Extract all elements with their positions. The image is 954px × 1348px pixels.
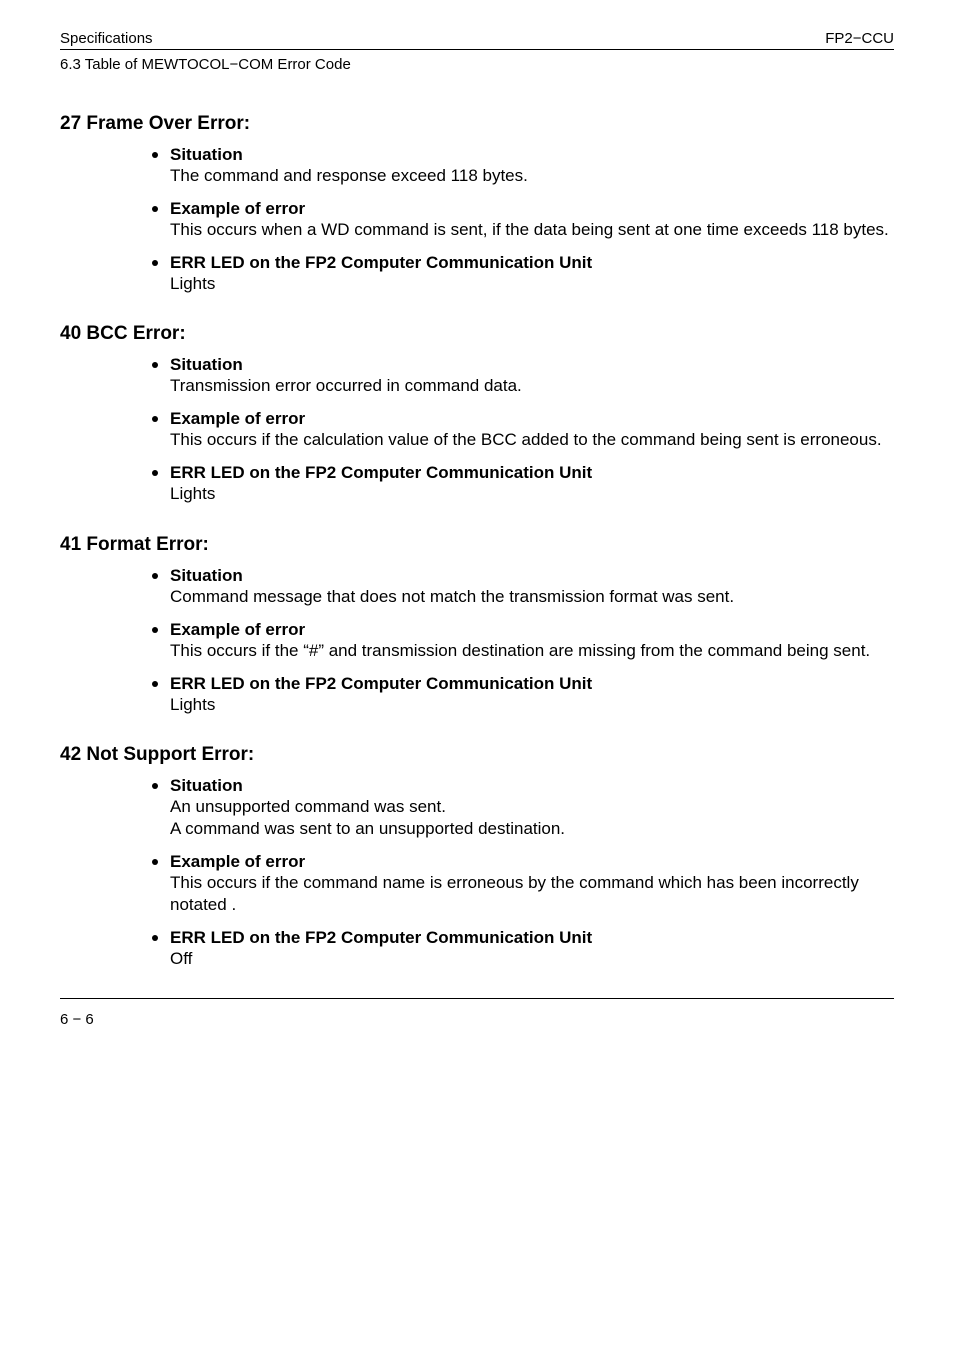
bullet-section: ERR LED on the FP2 Computer Communicatio…: [60, 253, 894, 295]
bullet-section: ERR LED on the FP2 Computer Communicatio…: [60, 928, 894, 970]
bullet-icon: [152, 362, 158, 368]
bullet-body: An unsupported command was sent.A comman…: [170, 796, 894, 840]
bullet-section: ERR LED on the FP2 Computer Communicatio…: [60, 674, 894, 716]
bullet-icon: [152, 681, 158, 687]
error-block: 41 Format Error: SituationCommand message…: [60, 534, 894, 716]
bullet-body: Lights: [170, 273, 894, 295]
bullet-label: Situation: [170, 566, 894, 586]
bullet-label: ERR LED on the FP2 Computer Communicatio…: [170, 463, 894, 483]
bullet-section: ERR LED on the FP2 Computer Communicatio…: [60, 463, 894, 505]
error-block: 42 Not Support Error: SituationAn unsuppo…: [60, 744, 894, 970]
bullet-body: Command message that does not match the …: [170, 586, 894, 608]
bullet-body: Off: [170, 948, 894, 970]
footer-rule: [60, 998, 894, 999]
bullet-body: This occurs if the calculation value of …: [170, 429, 894, 451]
bullet-label: Situation: [170, 776, 894, 796]
error-title: 40 BCC Error:: [60, 323, 894, 345]
bullet-section: SituationTransmission error occurred in …: [60, 355, 894, 397]
bullet-section: SituationCommand message that does not m…: [60, 566, 894, 608]
bullet-body: This occurs if the command name is erron…: [170, 872, 894, 916]
bullet-icon: [152, 627, 158, 633]
bullet-section: Example of errorThis occurs if the calcu…: [60, 409, 894, 451]
page-number: 6 − 6: [60, 1011, 894, 1028]
bullet-section: Example of errorThis occurs when a WD co…: [60, 199, 894, 241]
bullet-label: ERR LED on the FP2 Computer Communicatio…: [170, 253, 894, 273]
error-block: 40 BCC Error: SituationTransmission error…: [60, 323, 894, 505]
bullet-body: Transmission error occurred in command d…: [170, 375, 894, 397]
bullet-icon: [152, 859, 158, 865]
error-block: 27 Frame Over Error: SituationThe command…: [60, 113, 894, 295]
bullet-section: Example of errorThis occurs if the “#” a…: [60, 620, 894, 662]
errors-container: 27 Frame Over Error:SituationThe command…: [60, 113, 894, 970]
bullet-icon: [152, 783, 158, 789]
bullet-body: Lights: [170, 483, 894, 505]
header-left: Specifications: [60, 30, 153, 47]
page-header: Specifications FP2−CCU: [60, 30, 894, 47]
section-subheader: 6.3 Table of MEWTOCOL−COM Error Code: [60, 56, 894, 73]
bullet-label: Example of error: [170, 852, 894, 872]
bullet-icon: [152, 260, 158, 266]
bullet-label: Example of error: [170, 409, 894, 429]
bullet-label: Situation: [170, 145, 894, 165]
bullet-section: SituationAn unsupported command was sent…: [60, 776, 894, 840]
bullet-icon: [152, 416, 158, 422]
bullet-label: ERR LED on the FP2 Computer Communicatio…: [170, 928, 894, 948]
bullet-icon: [152, 206, 158, 212]
bullet-icon: [152, 152, 158, 158]
bullet-icon: [152, 470, 158, 476]
error-title: 27 Frame Over Error:: [60, 113, 894, 135]
bullet-label: ERR LED on the FP2 Computer Communicatio…: [170, 674, 894, 694]
header-rule: [60, 49, 894, 50]
bullet-icon: [152, 573, 158, 579]
bullet-section: SituationThe command and response exceed…: [60, 145, 894, 187]
bullet-body: This occurs when a WD command is sent, i…: [170, 219, 894, 241]
bullet-section: Example of errorThis occurs if the comma…: [60, 852, 894, 916]
bullet-label: Example of error: [170, 199, 894, 219]
bullet-body: This occurs if the “#” and transmission …: [170, 640, 894, 662]
bullet-body: The command and response exceed 118 byte…: [170, 165, 894, 187]
bullet-label: Example of error: [170, 620, 894, 640]
error-title: 42 Not Support Error:: [60, 744, 894, 766]
bullet-body: Lights: [170, 694, 894, 716]
bullet-icon: [152, 935, 158, 941]
bullet-label: Situation: [170, 355, 894, 375]
error-title: 41 Format Error:: [60, 534, 894, 556]
header-right: FP2−CCU: [825, 30, 894, 47]
